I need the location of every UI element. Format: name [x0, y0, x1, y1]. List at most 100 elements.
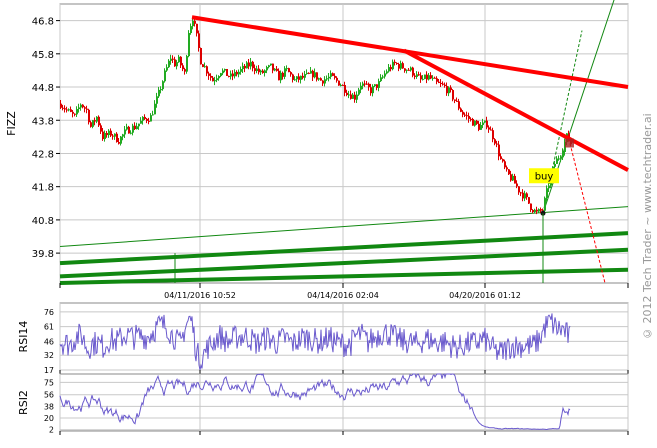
candle-body	[558, 158, 560, 160]
candle-body	[270, 63, 272, 66]
candle-body	[152, 114, 154, 116]
candle-body	[296, 76, 298, 80]
candle-body	[440, 82, 442, 84]
candle-body	[290, 72, 292, 75]
candle-body	[442, 83, 444, 85]
candle-body	[292, 74, 294, 80]
candle-body	[160, 89, 162, 91]
projection-line	[569, 143, 606, 284]
candle-body	[96, 116, 98, 122]
candle-body	[524, 193, 526, 199]
candle-body	[328, 76, 330, 79]
candle-body	[494, 139, 496, 144]
candle-body	[202, 64, 204, 68]
candle-body	[316, 72, 318, 80]
candle-body	[392, 61, 394, 70]
candle-body	[446, 85, 448, 94]
candle-body	[350, 94, 352, 99]
candle-body	[418, 74, 420, 76]
candle-body	[142, 116, 144, 121]
candle-body	[308, 72, 310, 74]
candle-body	[252, 61, 254, 69]
candle-body	[400, 63, 402, 69]
candle-body	[234, 71, 236, 77]
candle-body	[124, 129, 126, 135]
candle-body	[336, 77, 338, 81]
candle-body	[522, 192, 524, 199]
rsi2-ytick-label: 2	[49, 426, 54, 435]
candle-body	[538, 209, 540, 212]
candle-body	[546, 188, 548, 199]
candle-body	[286, 68, 288, 70]
candle-body	[122, 134, 124, 137]
candle-body	[72, 111, 74, 114]
candle-body	[540, 209, 542, 211]
candle-body	[424, 74, 426, 79]
candle-body	[394, 61, 396, 63]
candle-body	[390, 67, 392, 70]
support-trendline-0	[59, 231, 629, 266]
candle-body	[380, 77, 382, 82]
candle-body	[490, 129, 492, 131]
candle-body	[438, 81, 440, 83]
candle-body	[222, 70, 224, 74]
candle-body	[130, 132, 132, 134]
price-ylabel: FIZZ	[5, 111, 18, 136]
candle-body	[194, 20, 196, 24]
candle-body	[256, 68, 258, 72]
candle-body	[466, 115, 468, 117]
rsi14-ytick-label: 46	[44, 337, 54, 346]
rsi14-ytick-label: 32	[44, 351, 54, 360]
support-trendline-2	[59, 267, 629, 285]
candle-body	[62, 107, 64, 109]
candle-body	[248, 62, 250, 67]
candle-body	[220, 73, 222, 77]
candle-body	[398, 64, 400, 69]
candle-body	[82, 104, 84, 108]
candle-body	[200, 48, 202, 65]
candle-body	[476, 120, 478, 124]
candle-body	[518, 186, 520, 193]
candle-body	[478, 123, 480, 130]
candle-body	[262, 70, 264, 73]
candle-body	[548, 185, 550, 189]
candle-body	[436, 78, 438, 82]
candle-body	[480, 125, 482, 130]
candle-body	[264, 70, 266, 73]
candle-body	[146, 118, 148, 121]
candle-body	[360, 85, 362, 90]
candle-body	[530, 203, 532, 211]
candle-body	[404, 68, 406, 71]
candle-body	[342, 84, 344, 86]
x-axis-label-2: 04/20/2016 01:12	[449, 291, 521, 300]
candle-body	[128, 126, 130, 134]
candle-body	[284, 68, 286, 77]
candles	[60, 17, 572, 215]
candle-body	[298, 76, 300, 80]
candle-body	[372, 86, 374, 94]
candle-body	[432, 77, 434, 79]
candle-body	[236, 71, 238, 75]
candle-body	[354, 94, 356, 100]
candle-body	[120, 136, 122, 144]
resistance-trendline-1	[403, 48, 629, 172]
rsi2-line	[59, 373, 571, 430]
candle-body	[334, 75, 336, 78]
buy-label-text: buy	[535, 171, 554, 182]
candle-body	[330, 73, 332, 77]
candle-body	[168, 60, 170, 68]
candle-body	[188, 33, 190, 57]
last-price-marker	[565, 138, 574, 148]
candle-body	[460, 108, 462, 112]
candle-body	[64, 108, 66, 110]
candle-body	[420, 75, 422, 80]
candle-body	[98, 116, 100, 126]
candle-body	[412, 67, 414, 76]
candle-body	[278, 70, 280, 81]
candle-body	[102, 131, 104, 140]
candle-body	[206, 66, 208, 74]
candle-body	[66, 109, 68, 111]
candle-body	[112, 135, 114, 137]
candle-body	[314, 72, 316, 78]
candle-body	[276, 68, 278, 71]
